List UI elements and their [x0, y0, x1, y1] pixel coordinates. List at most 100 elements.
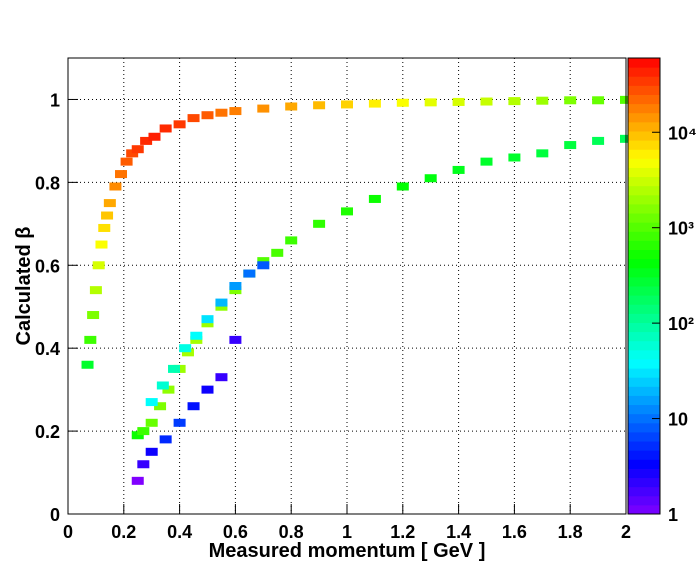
cell	[81, 360, 94, 369]
cell	[159, 435, 172, 444]
cell	[190, 331, 203, 340]
x-axis-title: Measured momentum [ GeV ]	[209, 540, 486, 562]
colorbar-segment	[628, 441, 660, 451]
cell	[215, 302, 228, 311]
cell	[257, 257, 270, 266]
cell	[396, 98, 409, 107]
cell	[508, 97, 521, 106]
colorbar-segment	[628, 130, 660, 141]
colorbar-segment	[628, 103, 660, 114]
colorbar-segment	[628, 468, 660, 479]
cell	[229, 335, 242, 344]
cell	[137, 427, 150, 436]
x-tick-label: 0.4	[167, 522, 192, 542]
cell	[126, 149, 139, 158]
colorbar-segment	[628, 431, 660, 442]
cell	[84, 335, 97, 344]
cell	[95, 240, 108, 249]
x-tick-label: 1.8	[558, 522, 583, 542]
colorbar-segment	[628, 76, 660, 86]
cell	[229, 282, 242, 290]
cell	[229, 286, 242, 295]
cell	[159, 124, 172, 133]
cell	[148, 132, 161, 141]
cell	[145, 418, 158, 427]
colorbar-segment	[628, 149, 660, 159]
x-tick-label: 0.6	[223, 522, 248, 542]
cell	[368, 194, 381, 203]
colorbar-segment	[628, 368, 660, 378]
colorbar-segment	[628, 304, 660, 314]
cell	[257, 261, 270, 270]
colorbar-segment	[628, 85, 660, 95]
cell	[536, 96, 549, 105]
cell	[424, 98, 437, 107]
cell	[131, 431, 144, 440]
plot-frame	[67, 57, 627, 515]
cell	[103, 199, 116, 208]
cell	[508, 153, 521, 162]
colorbar-segment	[628, 112, 660, 123]
cell	[564, 96, 577, 105]
cell	[257, 104, 270, 113]
cell	[201, 111, 214, 120]
cell	[154, 402, 167, 411]
colorbar-segment	[628, 194, 660, 205]
cell	[145, 398, 158, 407]
cell	[201, 315, 214, 324]
cell	[101, 211, 114, 220]
cell	[190, 335, 203, 344]
cell	[480, 157, 493, 166]
colorbar-segment	[628, 477, 660, 488]
colorbar-segment	[628, 140, 660, 150]
cell	[201, 319, 214, 328]
colorbar-segment	[628, 504, 660, 515]
z-tick-label: 10⁴	[668, 123, 696, 143]
x-tick-label: 1.4	[446, 522, 471, 542]
x-tick-label: 0	[63, 522, 73, 542]
colorbar-segment	[628, 67, 660, 77]
colorbar-segment	[628, 413, 660, 424]
cell	[187, 402, 200, 411]
colorbar-segment	[628, 377, 660, 387]
colorbar-segment	[628, 340, 660, 351]
y-tick-label: 0.6	[35, 256, 60, 276]
cell	[92, 261, 105, 270]
cell	[89, 286, 102, 295]
cell	[215, 108, 228, 117]
cell	[168, 364, 181, 373]
cell	[564, 141, 577, 150]
cell	[115, 170, 128, 179]
x-tick-label: 0.2	[111, 522, 136, 542]
cell	[173, 418, 186, 427]
colorbar-segment	[628, 450, 660, 460]
cell	[137, 460, 150, 469]
cell	[187, 114, 200, 123]
colorbar-segment	[628, 185, 660, 196]
cell	[156, 381, 169, 390]
colorbar-segment	[628, 258, 660, 269]
colorbar-segment	[628, 176, 660, 187]
z-tick-label: 10³	[668, 219, 694, 239]
y-tick-label: 1	[50, 90, 60, 110]
colorbar-segment	[628, 231, 660, 241]
colorbar-segment	[628, 331, 660, 342]
cell	[87, 311, 100, 320]
cell	[452, 165, 465, 174]
cell	[179, 344, 192, 353]
cell	[181, 348, 194, 357]
colorbar-segment	[628, 422, 660, 433]
z-tick-label: 1	[668, 505, 678, 525]
cell	[162, 385, 175, 394]
cell	[215, 298, 228, 307]
cell	[131, 145, 144, 154]
colorbar-segment	[628, 267, 660, 278]
colorbar-segment	[628, 459, 660, 469]
colorbar-segment	[628, 121, 660, 132]
cell	[480, 97, 493, 106]
cell	[341, 100, 353, 109]
cell	[313, 101, 326, 110]
cell	[536, 149, 549, 158]
cell	[243, 269, 256, 278]
